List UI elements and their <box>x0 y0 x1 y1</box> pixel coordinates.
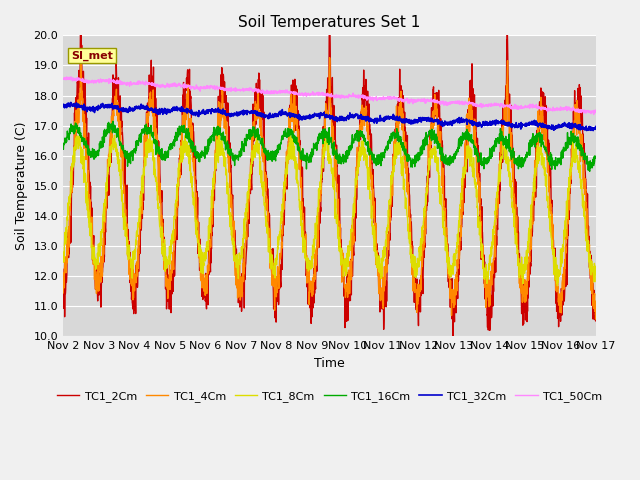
TC1_32Cm <box>356 114 364 120</box>
TC1_16Cm <box>592 155 600 160</box>
TC1_50Cm <box>590 111 598 117</box>
TC1_32Cm <box>545 124 553 130</box>
TC1_8Cm <box>76 131 84 136</box>
TC1_4Cm <box>356 120 364 126</box>
TC1_16Cm <box>484 158 492 164</box>
TC1_16Cm <box>109 119 117 124</box>
TC1_50Cm <box>560 107 568 113</box>
TC1_32Cm <box>60 103 67 108</box>
TC1_50Cm <box>484 104 492 109</box>
TC1_2Cm <box>560 282 568 288</box>
Title: Soil Temperatures Set 1: Soil Temperatures Set 1 <box>238 15 420 30</box>
Text: SI_met: SI_met <box>71 50 113 60</box>
TC1_16Cm <box>356 130 364 136</box>
TC1_8Cm <box>60 259 67 265</box>
TC1_50Cm <box>60 76 67 82</box>
TC1_2Cm <box>592 304 600 310</box>
TC1_2Cm <box>208 233 216 239</box>
Line: TC1_2Cm: TC1_2Cm <box>63 0 596 342</box>
TC1_50Cm <box>592 108 600 113</box>
TC1_8Cm <box>592 278 600 284</box>
TC1_16Cm <box>345 152 353 158</box>
TC1_32Cm <box>484 120 492 126</box>
Line: TC1_4Cm: TC1_4Cm <box>63 58 596 319</box>
TC1_2Cm <box>345 298 353 304</box>
Line: TC1_8Cm: TC1_8Cm <box>63 133 596 286</box>
TC1_8Cm <box>560 227 568 233</box>
Legend: TC1_2Cm, TC1_4Cm, TC1_8Cm, TC1_16Cm, TC1_32Cm, TC1_50Cm: TC1_2Cm, TC1_4Cm, TC1_8Cm, TC1_16Cm, TC1… <box>52 387 607 407</box>
TC1_8Cm <box>545 212 553 217</box>
TC1_4Cm <box>545 189 553 195</box>
Line: TC1_32Cm: TC1_32Cm <box>63 102 596 131</box>
TC1_4Cm <box>592 316 600 322</box>
TC1_4Cm <box>326 55 333 60</box>
TC1_2Cm <box>545 181 553 187</box>
TC1_50Cm <box>345 92 353 97</box>
TC1_32Cm <box>589 128 597 133</box>
TC1_50Cm <box>63 74 70 80</box>
TC1_32Cm <box>67 99 75 105</box>
Line: TC1_16Cm: TC1_16Cm <box>63 121 596 171</box>
Y-axis label: Soil Temperature (C): Soil Temperature (C) <box>15 121 28 250</box>
TC1_8Cm <box>208 187 216 193</box>
TC1_16Cm <box>586 168 593 174</box>
TC1_32Cm <box>592 125 600 131</box>
TC1_4Cm <box>484 278 492 284</box>
TC1_2Cm <box>449 339 457 345</box>
TC1_8Cm <box>554 283 561 288</box>
TC1_16Cm <box>545 157 553 163</box>
TC1_16Cm <box>60 144 67 150</box>
TC1_2Cm <box>356 137 364 143</box>
Line: TC1_50Cm: TC1_50Cm <box>63 77 596 114</box>
TC1_4Cm <box>592 299 600 304</box>
TC1_4Cm <box>60 290 67 296</box>
TC1_32Cm <box>345 115 353 120</box>
TC1_16Cm <box>208 132 216 138</box>
TC1_50Cm <box>545 108 553 113</box>
TC1_50Cm <box>208 84 216 89</box>
TC1_2Cm <box>484 315 492 321</box>
TC1_32Cm <box>208 108 216 113</box>
TC1_4Cm <box>560 264 568 270</box>
TC1_4Cm <box>345 288 353 293</box>
TC1_16Cm <box>560 148 568 154</box>
TC1_8Cm <box>356 151 364 156</box>
TC1_32Cm <box>560 123 568 129</box>
X-axis label: Time: Time <box>314 357 345 370</box>
TC1_4Cm <box>208 208 216 214</box>
TC1_50Cm <box>356 94 364 99</box>
TC1_8Cm <box>345 253 353 259</box>
TC1_2Cm <box>60 301 67 307</box>
TC1_8Cm <box>484 274 492 280</box>
